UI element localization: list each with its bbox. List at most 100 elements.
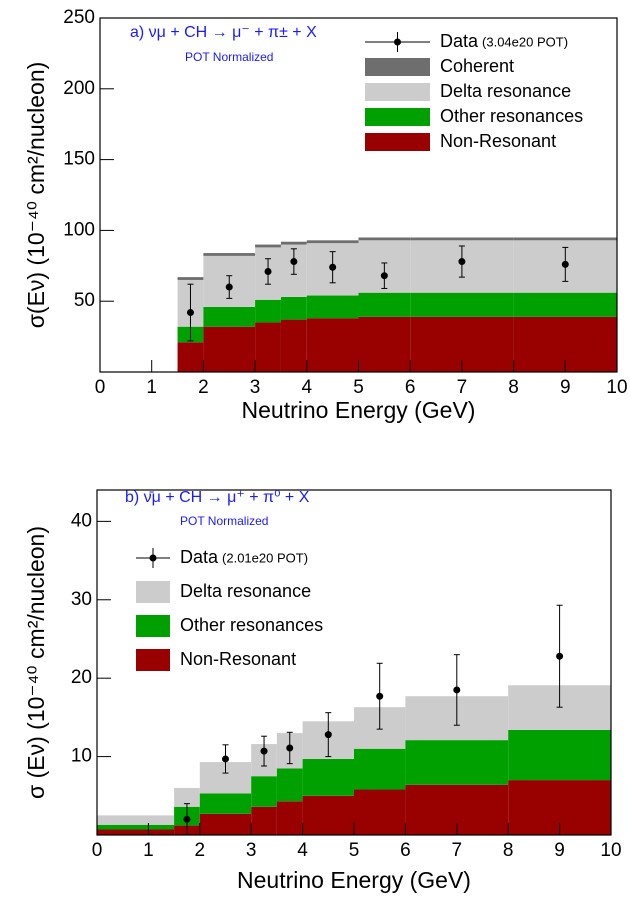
bar-segment — [280, 241, 307, 245]
legend-label: Non-Resonant — [180, 649, 296, 669]
legend-label: Non-Resonant — [440, 131, 556, 151]
bar-segment — [97, 829, 175, 835]
bar-segment — [306, 318, 359, 372]
data-point — [225, 283, 233, 291]
data-point — [556, 652, 564, 660]
annotation: b) ν̄μ + CH → μ⁺ + π⁰ + X — [125, 489, 310, 506]
bar-segment — [508, 729, 611, 781]
x-tick-label: 1 — [143, 840, 154, 861]
bar-segment — [302, 758, 354, 796]
x-tick-label: 9 — [554, 840, 565, 861]
y-tick-label: 20 — [71, 667, 92, 688]
x-tick-label: 4 — [297, 840, 308, 861]
x-tick-label: 5 — [349, 840, 360, 861]
data-point — [324, 731, 332, 739]
legend-note: (2.01e20 POT) — [222, 550, 308, 565]
legend-marker — [394, 38, 401, 46]
legend-label: Other resonances — [180, 615, 323, 635]
legend-label: Data — [440, 31, 479, 51]
x-tick-label: 2 — [198, 377, 209, 398]
bar-segment — [251, 776, 277, 807]
x-tick-label: 5 — [353, 377, 364, 398]
bar-segment — [302, 795, 354, 835]
annotation-sub: POT Normalized — [185, 50, 273, 64]
bar-segment — [354, 748, 406, 790]
bar-segment — [358, 237, 411, 241]
bar-segment — [410, 292, 514, 317]
data-point — [290, 258, 298, 266]
data-point — [380, 272, 388, 280]
legend-label: Coherent — [440, 56, 514, 76]
bar-segment — [358, 316, 411, 372]
y-tick-label: 50 — [74, 290, 95, 311]
x-tick-label: 3 — [250, 377, 261, 398]
bar-segment — [255, 322, 281, 372]
bar-segment — [513, 292, 617, 317]
data-point — [183, 815, 191, 823]
x-tick-label: 8 — [508, 377, 519, 398]
x-tick-label: 4 — [302, 377, 313, 398]
x-tick-label: 7 — [452, 840, 463, 861]
bar-segment — [276, 801, 303, 835]
bar-segment — [306, 240, 359, 244]
x-axis-label: Neutrino Energy (GeV) — [237, 867, 471, 893]
x-tick-label: 10 — [600, 840, 621, 861]
bar-segment — [251, 806, 277, 835]
y-tick-label: 10 — [71, 746, 92, 767]
x-axis-label: Neutrino Energy (GeV) — [242, 397, 476, 423]
data-point — [264, 267, 272, 275]
x-tick-label: 8 — [503, 840, 514, 861]
legend-marker — [149, 554, 157, 562]
legend-swatch — [136, 581, 170, 603]
data-point — [453, 686, 461, 694]
legend-label: Delta resonance — [440, 81, 571, 101]
x-tick-label: 0 — [95, 377, 106, 398]
bar-segment — [97, 815, 175, 825]
annotation: a) νμ + CH → μ⁻ + π± + X — [130, 24, 317, 41]
x-tick-label: 10 — [606, 377, 627, 398]
x-tick-label: 9 — [560, 377, 571, 398]
legend-swatch — [365, 133, 430, 151]
bar-segment — [203, 253, 256, 256]
bar-segment — [405, 740, 509, 785]
bar-segment — [174, 787, 200, 807]
x-tick-label: 6 — [405, 377, 416, 398]
bar-segment — [276, 768, 303, 802]
bar-segment — [199, 793, 252, 814]
x-tick-label: 7 — [457, 377, 468, 398]
bar-segment — [354, 789, 406, 835]
y-axis-label: σ(Eν) (10⁻⁴⁰ cm²/nucleon) — [23, 62, 49, 329]
legend-note: (3.04e20 POT) — [482, 34, 568, 49]
legend-label: Delta resonance — [180, 581, 311, 601]
legend-swatch — [136, 615, 170, 637]
bar-segment — [306, 295, 359, 319]
legend-swatch — [136, 649, 170, 671]
annotation-sub: POT Normalized — [180, 514, 268, 528]
bar-segment — [280, 319, 307, 372]
y-tick-label: 30 — [71, 589, 92, 610]
data-point — [260, 747, 268, 755]
bar-segment — [97, 824, 175, 830]
bar-segment — [199, 813, 252, 835]
bar-segment — [177, 342, 204, 372]
x-tick-label: 3 — [246, 840, 257, 861]
x-tick-label: 0 — [92, 840, 103, 861]
y-tick-label: 150 — [63, 149, 95, 170]
bar-segment — [203, 306, 256, 327]
x-tick-label: 1 — [146, 377, 157, 398]
data-point — [561, 260, 569, 268]
bar-segment — [255, 299, 281, 323]
y-tick-label: 200 — [63, 78, 95, 99]
data-point — [186, 309, 194, 317]
data-point — [376, 692, 384, 700]
bar-segment — [358, 292, 411, 317]
data-point — [222, 755, 229, 763]
bar-segment — [280, 296, 307, 320]
legend-swatch — [365, 108, 430, 126]
bar-segment — [255, 244, 281, 248]
y-tick-label: 40 — [71, 510, 92, 531]
data-point — [286, 744, 294, 752]
data-point — [329, 263, 337, 271]
x-tick-label: 6 — [400, 840, 411, 861]
